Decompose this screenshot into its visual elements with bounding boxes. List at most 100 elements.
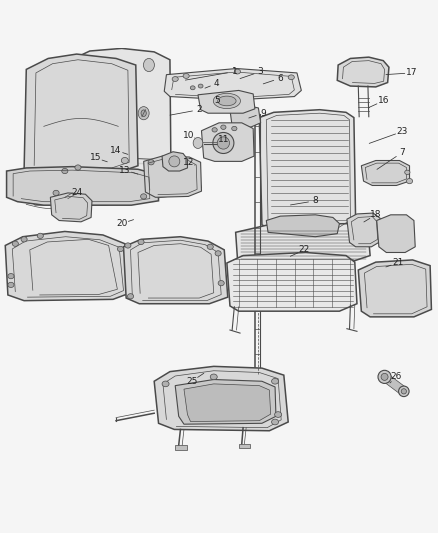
Polygon shape [50, 193, 92, 222]
Ellipse shape [183, 74, 189, 78]
Ellipse shape [215, 251, 221, 256]
Text: 4: 4 [214, 79, 219, 88]
Text: 24: 24 [71, 189, 82, 197]
Ellipse shape [193, 138, 203, 149]
Text: 7: 7 [399, 148, 405, 157]
Polygon shape [377, 215, 415, 253]
Polygon shape [5, 231, 131, 301]
Text: 12: 12 [183, 158, 194, 167]
Ellipse shape [148, 159, 154, 165]
Ellipse shape [217, 137, 230, 149]
Ellipse shape [272, 419, 279, 425]
Ellipse shape [381, 374, 388, 381]
Polygon shape [162, 152, 187, 171]
Ellipse shape [60, 196, 67, 201]
Ellipse shape [53, 190, 59, 196]
Text: 16: 16 [378, 96, 389, 106]
Ellipse shape [198, 84, 203, 88]
Polygon shape [27, 157, 201, 205]
Ellipse shape [399, 386, 409, 397]
Text: 1: 1 [231, 67, 237, 76]
Text: 5: 5 [214, 96, 220, 106]
Text: 20: 20 [116, 219, 127, 228]
Polygon shape [358, 260, 431, 317]
Ellipse shape [275, 411, 282, 417]
Polygon shape [124, 237, 228, 304]
Text: 26: 26 [391, 373, 402, 382]
Ellipse shape [138, 107, 149, 120]
Polygon shape [175, 379, 276, 424]
Ellipse shape [12, 241, 18, 246]
Ellipse shape [213, 133, 234, 154]
Ellipse shape [405, 170, 410, 174]
Ellipse shape [121, 157, 128, 164]
Polygon shape [201, 123, 254, 161]
Polygon shape [154, 366, 288, 431]
Ellipse shape [141, 110, 146, 117]
Text: 10: 10 [183, 131, 194, 140]
Ellipse shape [288, 75, 294, 80]
Ellipse shape [37, 233, 43, 238]
Ellipse shape [141, 194, 147, 199]
Ellipse shape [125, 243, 131, 248]
Text: 11: 11 [218, 135, 229, 144]
Ellipse shape [232, 126, 237, 131]
Ellipse shape [406, 179, 413, 184]
Ellipse shape [172, 77, 178, 82]
Polygon shape [266, 215, 339, 237]
Text: 22: 22 [299, 245, 310, 254]
Ellipse shape [8, 282, 14, 287]
Ellipse shape [127, 294, 134, 299]
Ellipse shape [218, 280, 224, 286]
Ellipse shape [218, 96, 236, 106]
Polygon shape [175, 445, 187, 449]
Text: 2: 2 [197, 105, 202, 114]
Ellipse shape [213, 93, 240, 109]
Polygon shape [239, 444, 250, 448]
Ellipse shape [8, 273, 14, 279]
Ellipse shape [144, 59, 154, 71]
Polygon shape [24, 54, 138, 174]
Polygon shape [259, 110, 356, 231]
Polygon shape [164, 69, 301, 100]
Polygon shape [227, 253, 357, 311]
Polygon shape [382, 374, 406, 395]
Polygon shape [347, 213, 381, 247]
Text: 3: 3 [258, 67, 264, 76]
Text: 23: 23 [396, 127, 408, 136]
Ellipse shape [401, 389, 406, 394]
Ellipse shape [272, 378, 279, 384]
Text: 18: 18 [370, 211, 381, 219]
Ellipse shape [138, 239, 144, 245]
Ellipse shape [75, 165, 81, 170]
Polygon shape [144, 156, 201, 197]
Text: 13: 13 [119, 166, 131, 175]
Ellipse shape [162, 381, 169, 387]
Text: 14: 14 [110, 146, 122, 155]
Ellipse shape [207, 244, 213, 249]
Polygon shape [361, 160, 410, 185]
Text: 15: 15 [90, 154, 101, 163]
Ellipse shape [21, 237, 27, 242]
Ellipse shape [62, 168, 68, 174]
Text: 21: 21 [392, 259, 403, 268]
Polygon shape [184, 384, 271, 422]
Text: 17: 17 [406, 68, 417, 77]
Polygon shape [230, 106, 261, 127]
Ellipse shape [221, 125, 226, 130]
Ellipse shape [169, 156, 180, 167]
Text: 25: 25 [186, 377, 198, 386]
Ellipse shape [212, 128, 217, 132]
Ellipse shape [234, 69, 240, 74]
Ellipse shape [190, 86, 195, 90]
Polygon shape [236, 223, 370, 263]
Ellipse shape [378, 370, 391, 383]
Text: 8: 8 [312, 196, 318, 205]
Ellipse shape [117, 246, 124, 252]
Polygon shape [7, 167, 159, 205]
Polygon shape [68, 49, 171, 164]
Polygon shape [198, 91, 255, 113]
Polygon shape [337, 57, 389, 87]
Text: 9: 9 [260, 109, 266, 118]
Ellipse shape [210, 374, 217, 379]
